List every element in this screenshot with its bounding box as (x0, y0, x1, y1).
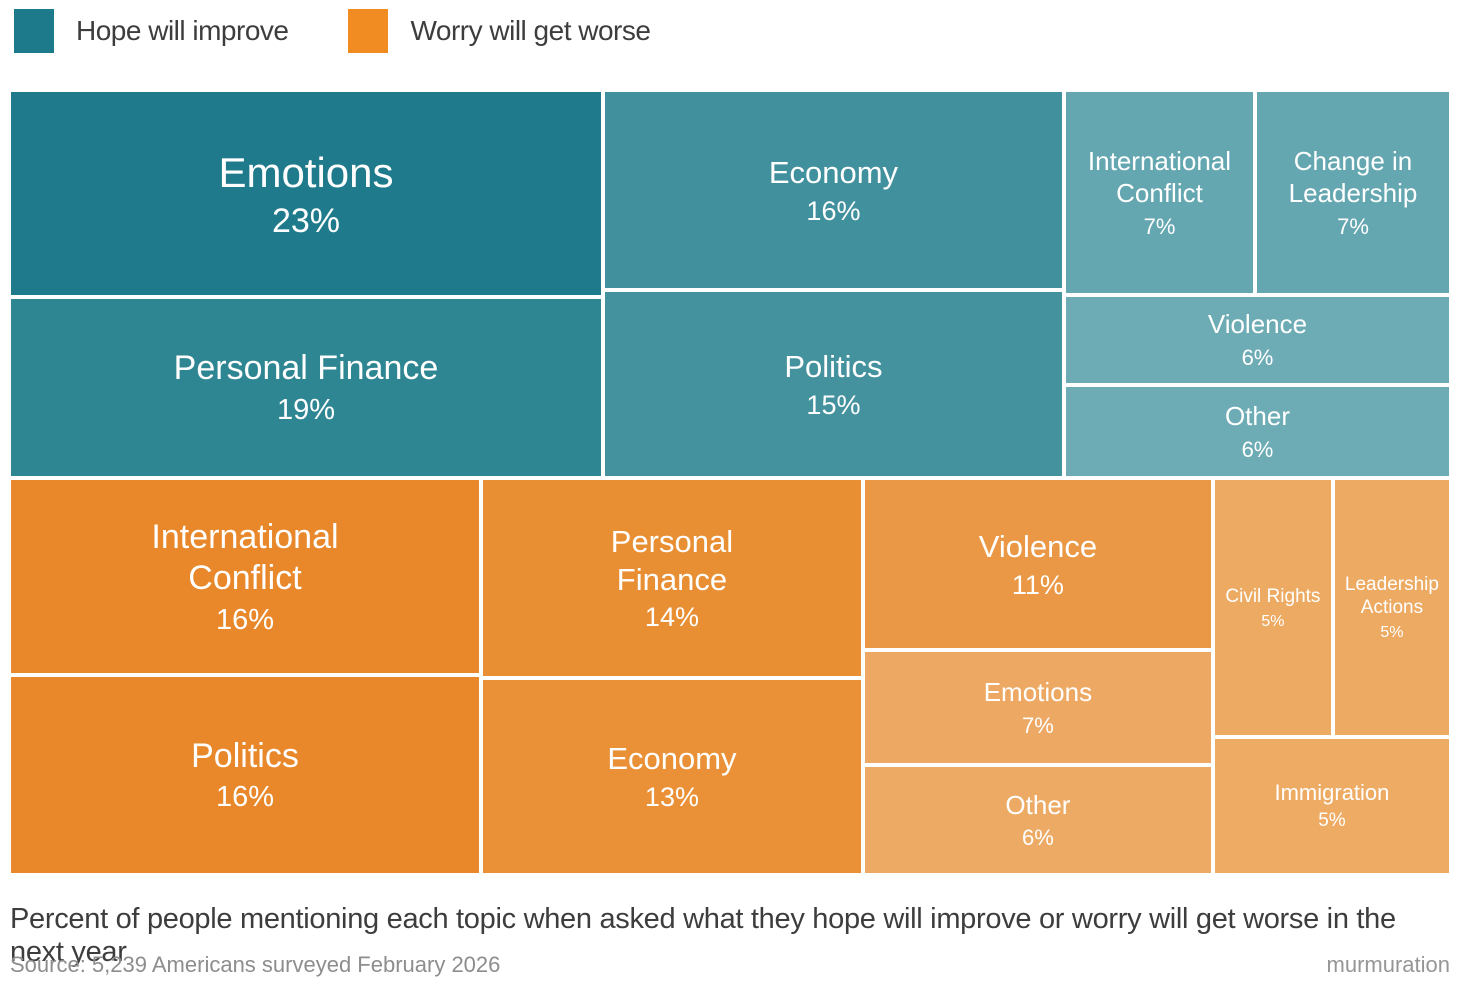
chart-caption: Percent of people mentioning each topic … (10, 903, 1396, 968)
tile-label: Finance (616, 561, 728, 597)
tile-value: 13% (644, 782, 699, 813)
tile-value: 23% (271, 201, 340, 240)
tile-label: Civil Rights (1225, 585, 1321, 607)
tile-value: 5% (1318, 810, 1346, 832)
treemap-tile-worry-economy: Economy 13% (480, 678, 863, 875)
legend: Hope will improve Worry will get worse (14, 8, 710, 54)
tile-value: 16% (215, 603, 274, 636)
tile-label: Other (1224, 401, 1290, 432)
tile-value: 6% (1241, 345, 1274, 371)
tile-label: Conflict (1116, 177, 1203, 208)
tile-value: 15% (806, 389, 861, 420)
treemap-tile-hope-economy: Economy 16% (602, 90, 1064, 291)
brand-wordmark: murmuration (1326, 952, 1450, 977)
tile-label: Change in (1293, 146, 1413, 177)
treemap-tile-hope-politics: Politics 15% (602, 290, 1064, 479)
legend-item-hope: Hope will improve (14, 9, 289, 53)
tile-value: 5% (1380, 624, 1404, 642)
tile-label: Emotions (983, 677, 1093, 708)
tile-value: 16% (215, 781, 274, 814)
legend-item-worry: Worry will get worse (348, 9, 651, 53)
tile-value: 19% (276, 393, 335, 426)
tile-value: 6% (1022, 825, 1054, 851)
treemap-tile-hope-change-in-leadership: Change in Leadership 7% (1255, 90, 1451, 295)
tile-label: Economy (607, 741, 737, 777)
tile-label: Leadership (1288, 177, 1418, 208)
source-row: Source: 5,239 Americans surveyed Februar… (10, 952, 1450, 978)
treemap: Emotions 23% Personal Finance 19% Economy 16%… (9, 90, 1451, 875)
tile-label: Personal Finance (173, 349, 439, 388)
treemap-tile-worry-politics: Politics 16% (9, 675, 481, 875)
tile-label: Other (1005, 789, 1071, 820)
tile-label: Actions (1360, 597, 1424, 619)
treemap-tile-worry-other: Other 6% (862, 765, 1213, 875)
treemap-tile-worry-personal-finance: Personal Finance 14% (480, 478, 863, 679)
treemap-tile-hope-personal-finance: Personal Finance 19% (9, 297, 603, 479)
treemap-tile-worry-emotions: Emotions 7% (862, 650, 1213, 766)
treemap-tile-hope-violence: Violence 6% (1063, 294, 1451, 385)
tile-label: Politics (191, 736, 299, 775)
treemap-tile-hope-other: Other 6% (1063, 384, 1451, 479)
treemap-tile-hope-emotions: Emotions 23% (9, 90, 603, 297)
tile-value: 5% (1261, 612, 1285, 630)
tile-value: 7% (1143, 213, 1176, 239)
tile-label: Emotions (218, 148, 394, 196)
tile-value: 11% (1011, 569, 1064, 600)
tile-value: 7% (1022, 712, 1054, 738)
hope-color-swatch-icon (14, 9, 54, 53)
tile-label: Immigration (1274, 779, 1390, 805)
treemap-tile-worry-violence: Violence 11% (862, 478, 1213, 650)
treemap-tile-hope-international-conflict: International Conflict 7% (1063, 90, 1256, 295)
tile-label: Economy (768, 154, 899, 190)
tile-value: 7% (1337, 213, 1369, 239)
tile-value: 6% (1241, 436, 1274, 462)
tile-value: 14% (644, 602, 699, 633)
worry-color-swatch-icon (348, 9, 389, 53)
source-note: Source: 5,239 Americans surveyed Februar… (10, 952, 501, 977)
tile-label: Leadership (1344, 574, 1439, 596)
treemap-tile-worry-leadership-actions: Leadership Actions 5% (1332, 478, 1451, 737)
tile-label: Politics (784, 348, 883, 384)
tile-label: Personal (610, 523, 734, 559)
tile-value: 16% (806, 195, 861, 226)
tile-label: Violence (1207, 309, 1308, 340)
treemap-tile-worry-international-conflict: International Conflict 16% (9, 478, 481, 676)
legend-label-worry: Worry will get worse (410, 15, 651, 46)
tile-label: Violence (978, 528, 1098, 564)
tile-label: International (151, 517, 339, 556)
legend-label-hope: Hope will improve (76, 15, 289, 46)
treemap-tile-worry-civil-rights: Civil Rights 5% (1212, 478, 1333, 737)
tile-label: Conflict (188, 559, 302, 598)
treemap-tile-worry-immigration: Immigration 5% (1212, 736, 1451, 875)
tile-label: International (1087, 146, 1232, 177)
